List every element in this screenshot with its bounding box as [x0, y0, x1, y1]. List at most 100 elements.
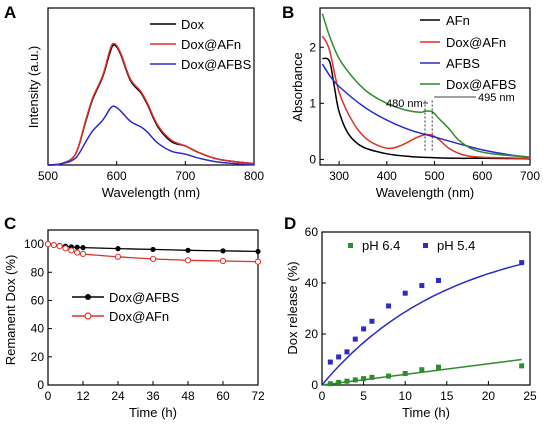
panel-b-letter: B	[282, 3, 294, 22]
panel-d-point-0-6	[386, 373, 392, 379]
panel-d-point-0-1	[336, 379, 342, 385]
panel-a-xtick-label: 500	[38, 169, 58, 183]
panel-c-point-0-7	[115, 246, 121, 252]
panel-c-xtick-label: 72	[251, 389, 265, 403]
panel-b-ticks: 300 400 500 600 700 0 1 2	[309, 40, 540, 183]
panel-c-point-1-11	[254, 258, 262, 265]
panel-a-letter: A	[4, 3, 16, 22]
panel-d-ytick-label: 40	[305, 276, 319, 290]
panel-c-point-1-10	[219, 257, 227, 265]
panel-b-xtick-label: 700	[520, 169, 540, 183]
panel-c-point-1-0	[44, 240, 52, 248]
legend-label-c-afbs: Dox@AFBS	[109, 290, 180, 305]
panel-c-series	[44, 240, 262, 265]
panel-c-point-0-9	[185, 247, 191, 253]
legend-label-dox-afbs: Dox@AFBS	[181, 57, 252, 72]
legend-marker-ph64	[348, 243, 353, 248]
panel-b-line-3	[321, 13, 531, 158]
panel-d-fit-ph54	[321, 263, 522, 386]
legend-label-dox-afn-b: Dox@AFn	[446, 35, 506, 50]
panel-c-point-1-9	[184, 257, 192, 264]
panel-b-annotations: 480 nm 495 nm	[386, 92, 515, 151]
panel-c-point-1-8	[149, 255, 157, 262]
panel-a-xtick-label: 600	[107, 169, 127, 183]
panel-c-ytick-label: 80	[31, 265, 45, 279]
legend-label-dox: Dox	[181, 17, 205, 32]
legend-label-afn: AFn	[446, 13, 470, 28]
panel-d-point-0-3	[352, 377, 358, 383]
panel-c-xtick-label: 36	[146, 389, 160, 403]
panel-d: D 0 5 10 15 20 25 0 20 40 60 Time (h) Dox release…	[284, 214, 537, 420]
panel-d-point-0-0	[327, 381, 333, 387]
panel-b-xtick-label: 300	[329, 169, 349, 183]
panel-c-point-0-5	[74, 244, 80, 250]
panel-b-frame	[319, 7, 531, 166]
panel-c-ylabel: Remanent Dox (%)	[3, 255, 18, 366]
panel-d-point-1-4	[361, 326, 367, 332]
legend-label-dox-afbs-b: Dox@AFBS	[446, 77, 517, 92]
legend-marker-c-afn	[84, 312, 92, 320]
panel-d-ytick-label: 60	[305, 225, 319, 239]
panel-d-ytick-label: 0	[311, 378, 318, 392]
panel-c-xtick-label: 24	[111, 389, 125, 403]
panel-d-xtick-label: 10	[399, 389, 413, 403]
panel-c-ytick-label: 40	[31, 322, 45, 336]
panel-b-line-0	[322, 57, 531, 160]
panel-b-xtick-label: 600	[472, 169, 492, 183]
legend-label-ph54: pH 5.4	[437, 238, 475, 253]
panel-d-frame	[321, 231, 531, 386]
panel-c-point-1-6	[79, 250, 87, 258]
panel-d-point-1-8	[419, 283, 425, 289]
panel-a-ylabel: Intensity (a.u.)	[26, 46, 41, 128]
legend-label-dox-afn: Dox@AFn	[181, 37, 241, 52]
panel-a: A 500 600 700 800 Wavelength (nm) Intensity…	[4, 3, 264, 200]
panel-b-legend: AFn Dox@AFn AFBS Dox@AFBS	[420, 13, 517, 92]
panel-a-series	[47, 42, 255, 166]
annotation-495nm: 495 nm	[478, 92, 515, 104]
panel-a-xlabel: Wavelength (nm)	[102, 185, 201, 200]
panel-b-series	[321, 13, 531, 160]
panel-d-point-0-8	[419, 367, 425, 373]
panel-a-line-1	[47, 42, 255, 166]
panel-c-ytick-label: 100	[24, 237, 44, 251]
annotation-480nm: 480 nm	[386, 98, 423, 110]
panel-c-point-0-8	[150, 246, 156, 253]
panel-d-point-1-7	[402, 290, 408, 296]
panel-d-xtick-label: 20	[482, 389, 496, 403]
panel-d-xtick-label: 15	[440, 389, 454, 403]
legend-marker-c-afbs	[85, 294, 91, 300]
panel-d-xlabel: Time (h)	[402, 405, 450, 420]
panel-a-xtick-label: 800	[244, 169, 264, 183]
panel-a-xtick-label: 700	[175, 169, 195, 183]
panel-c-xtick-label: 0	[45, 389, 52, 403]
legend-label-afbs: AFBS	[446, 56, 480, 71]
panel-d-ytick-label: 20	[305, 327, 319, 341]
panel-b-ylabel: Absorbance	[290, 52, 305, 121]
panel-a-line-2	[47, 105, 255, 166]
panel-b-line-1	[321, 35, 531, 160]
panel-d-point-0-10	[519, 363, 525, 369]
panel-b: B 300 400 500 600 700 0 1 2 480 nm 495 nm Wavel…	[282, 3, 540, 200]
legend-label-ph64: pH 6.4	[362, 238, 400, 253]
panel-c: C 0 12 24 36 48 60 72 0 20 40 60 80 100 Time (h) Rem…	[3, 214, 265, 420]
panel-d-series	[321, 260, 525, 387]
panel-d-point-1-9	[435, 277, 441, 283]
panel-a-x-ticks: 500 600 700 800	[38, 161, 264, 183]
panel-d-ticks: 0 5 10 15 20 25 0 20 40 60	[305, 225, 537, 403]
panel-d-point-0-2	[344, 378, 350, 384]
panel-d-ylabel: Dox release (%)	[285, 261, 300, 354]
panel-b-xlabel: Wavelength (nm)	[376, 185, 475, 200]
panel-d-point-0-9	[435, 364, 441, 370]
panel-b-ytick-label: 1	[309, 96, 316, 110]
panel-c-point-1-3	[62, 245, 69, 252]
panel-c-letter: C	[4, 214, 16, 233]
panel-d-xtick-label: 5	[360, 389, 367, 403]
panel-c-xtick-label: 48	[181, 389, 195, 403]
panel-d-point-0-4	[361, 376, 367, 382]
panel-b-line-2	[321, 63, 531, 158]
panel-d-xtick-label: 25	[523, 389, 537, 403]
panel-c-point-1-2	[56, 243, 63, 250]
panel-c-point-0-10	[220, 248, 226, 254]
panel-d-point-1-3	[352, 336, 358, 342]
